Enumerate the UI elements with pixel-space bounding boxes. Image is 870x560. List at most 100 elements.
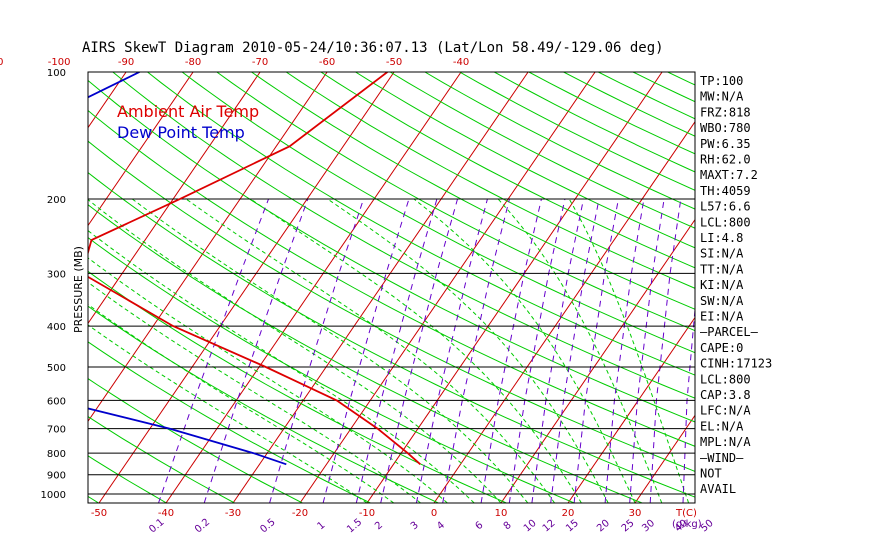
sounding-stat: FRZ:818 xyxy=(700,105,751,119)
top-temp-tick-label: -100 xyxy=(48,57,71,68)
mixing-unit-label: (g/kg) xyxy=(672,519,702,530)
mixing-ratio-line xyxy=(508,198,566,503)
bottom-temp-tick-label: 0 xyxy=(431,508,437,519)
isotherm-line xyxy=(98,72,395,503)
pressure-tick-label: 900 xyxy=(47,471,66,482)
top-temp-tick-label: -70 xyxy=(252,57,268,68)
top-temp-tick-label: -80 xyxy=(185,57,201,68)
dry-adiabat-line xyxy=(88,341,371,503)
mixing-ratio-line xyxy=(415,198,488,503)
isotherm-line xyxy=(634,414,695,503)
sounding-stat: CAP:3.8 xyxy=(700,388,751,402)
isotherm-line xyxy=(0,72,59,503)
top-temp-tick-label: -50 xyxy=(386,57,402,68)
mixing-ratio-line xyxy=(380,198,458,503)
pressure-tick-label: 500 xyxy=(47,363,66,374)
dry-adiabat-line xyxy=(320,72,695,269)
sounding-stat: KI:N/A xyxy=(700,278,744,292)
plot-frame xyxy=(87,71,696,504)
isotherm-line xyxy=(88,72,194,227)
moist-adiabat-line xyxy=(413,198,636,503)
pressure-tick-label: 800 xyxy=(47,449,66,460)
top-temp-tick-label: -60 xyxy=(319,57,335,68)
bottom-temp-tick-label: -20 xyxy=(292,508,308,519)
mixing-ratio-tick-label: 1 xyxy=(316,520,328,533)
dry-adiabat-line xyxy=(632,72,695,103)
mixing-ratio-line xyxy=(629,199,665,503)
y-axis-label: PRESSURE (MB) xyxy=(72,246,85,333)
moist-adiabat-line xyxy=(88,229,475,503)
dry-adiabat-line xyxy=(389,72,695,229)
mixing-ratio-tick-label: 3 xyxy=(409,520,421,533)
bottom-temp-tick-label: -40 xyxy=(158,508,174,519)
sounding-stat: MW:N/A xyxy=(700,90,744,104)
isotherm-line xyxy=(567,316,695,503)
dry-adiabat-line xyxy=(424,72,695,210)
sounding-stat: TH:4059 xyxy=(700,184,751,198)
mixing-ratio-line xyxy=(203,198,309,503)
dry-adiabat-line xyxy=(112,72,695,399)
dry-adiabat-line xyxy=(88,109,695,447)
mixing-ratio-tick-label: 0.2 xyxy=(193,517,212,536)
mixing-ratio-tick-label: 8 xyxy=(502,520,514,533)
bottom-temp-tick-label: 10 xyxy=(495,508,508,519)
mixing-ratio-line xyxy=(682,303,695,503)
moist-adiabat-line xyxy=(88,257,448,503)
temperature-profile-line xyxy=(88,72,421,465)
sounding-stat: L57:6.6 xyxy=(700,200,751,214)
sounding-stat: LFC:N/A xyxy=(700,404,751,418)
mixing-ratio-line xyxy=(269,198,364,503)
dry-adiabat-line xyxy=(88,237,575,503)
dry-adiabat-line xyxy=(355,72,695,249)
dry-adiabat-line xyxy=(88,172,695,498)
dry-adiabat-line xyxy=(88,204,643,503)
mixing-ratio-tick-label: 4 xyxy=(435,520,447,533)
sounding-stat: TT:N/A xyxy=(700,262,744,276)
mixing-ratio-tick-label: 15 xyxy=(564,518,581,535)
sounding-stat: WBO:780 xyxy=(700,121,751,135)
bottom-temp-tick-label: -50 xyxy=(91,508,107,519)
sounding-stat: MAXT:7.2 xyxy=(700,168,758,182)
bottom-temp-tick-label: -30 xyxy=(225,508,241,519)
sounding-stat: MPL:N/A xyxy=(700,435,751,449)
mixing-ratio-line xyxy=(649,199,682,503)
mixing-ratio-tick-label: 25 xyxy=(620,518,637,535)
pressure-tick-label: 400 xyxy=(47,322,66,333)
isotherm-line xyxy=(500,218,695,503)
mixing-ratio-tick-label: 6 xyxy=(474,520,486,533)
sounding-stat: —WIND— xyxy=(700,451,744,465)
bottom-temp-tick-label: -10 xyxy=(359,508,375,519)
sounding-stat: —PARCEL— xyxy=(700,325,759,339)
mixing-ratio-tick-label: 20 xyxy=(595,518,612,535)
dry-adiabat-line xyxy=(181,72,695,354)
mixing-ratio-line xyxy=(480,198,542,503)
dry-adiabat-line xyxy=(528,72,695,155)
pressure-tick-label: 1000 xyxy=(41,490,66,501)
pressure-tick-label: 300 xyxy=(47,269,66,280)
dry-adiabat-line xyxy=(667,72,695,86)
dry-adiabat-line xyxy=(147,72,695,376)
bottom-temp-tick-label: 20 xyxy=(562,508,575,519)
isotherm-line xyxy=(165,72,462,503)
top-temp-tick-label: -40 xyxy=(453,57,469,68)
isotherm-line xyxy=(299,72,596,503)
dry-adiabat-line xyxy=(459,72,695,191)
moist-adiabat-line xyxy=(88,281,421,503)
isotherm-line xyxy=(433,120,695,503)
sounding-stat: EI:N/A xyxy=(700,310,744,324)
dry-adiabat-line xyxy=(772,72,870,503)
mixing-ratio-tick-label: 10 xyxy=(522,518,539,535)
mixing-ratio-tick-label: 2 xyxy=(373,520,385,533)
top-temp-tick-label: -110 xyxy=(0,57,3,68)
isotherm-line xyxy=(836,72,870,503)
dry-adiabat-line xyxy=(88,140,695,472)
dry-adiabat-line xyxy=(806,72,870,503)
mixing-ratio-line xyxy=(550,199,600,503)
moist-adiabat-line xyxy=(250,198,582,503)
mixing-ratio-tick-label: 0.5 xyxy=(258,517,277,536)
sounding-stat: NOT xyxy=(700,467,722,481)
sounding-stat: AVAIL xyxy=(700,482,736,496)
mixing-ratio-line xyxy=(158,198,269,503)
dry-adiabat-line xyxy=(0,72,31,503)
